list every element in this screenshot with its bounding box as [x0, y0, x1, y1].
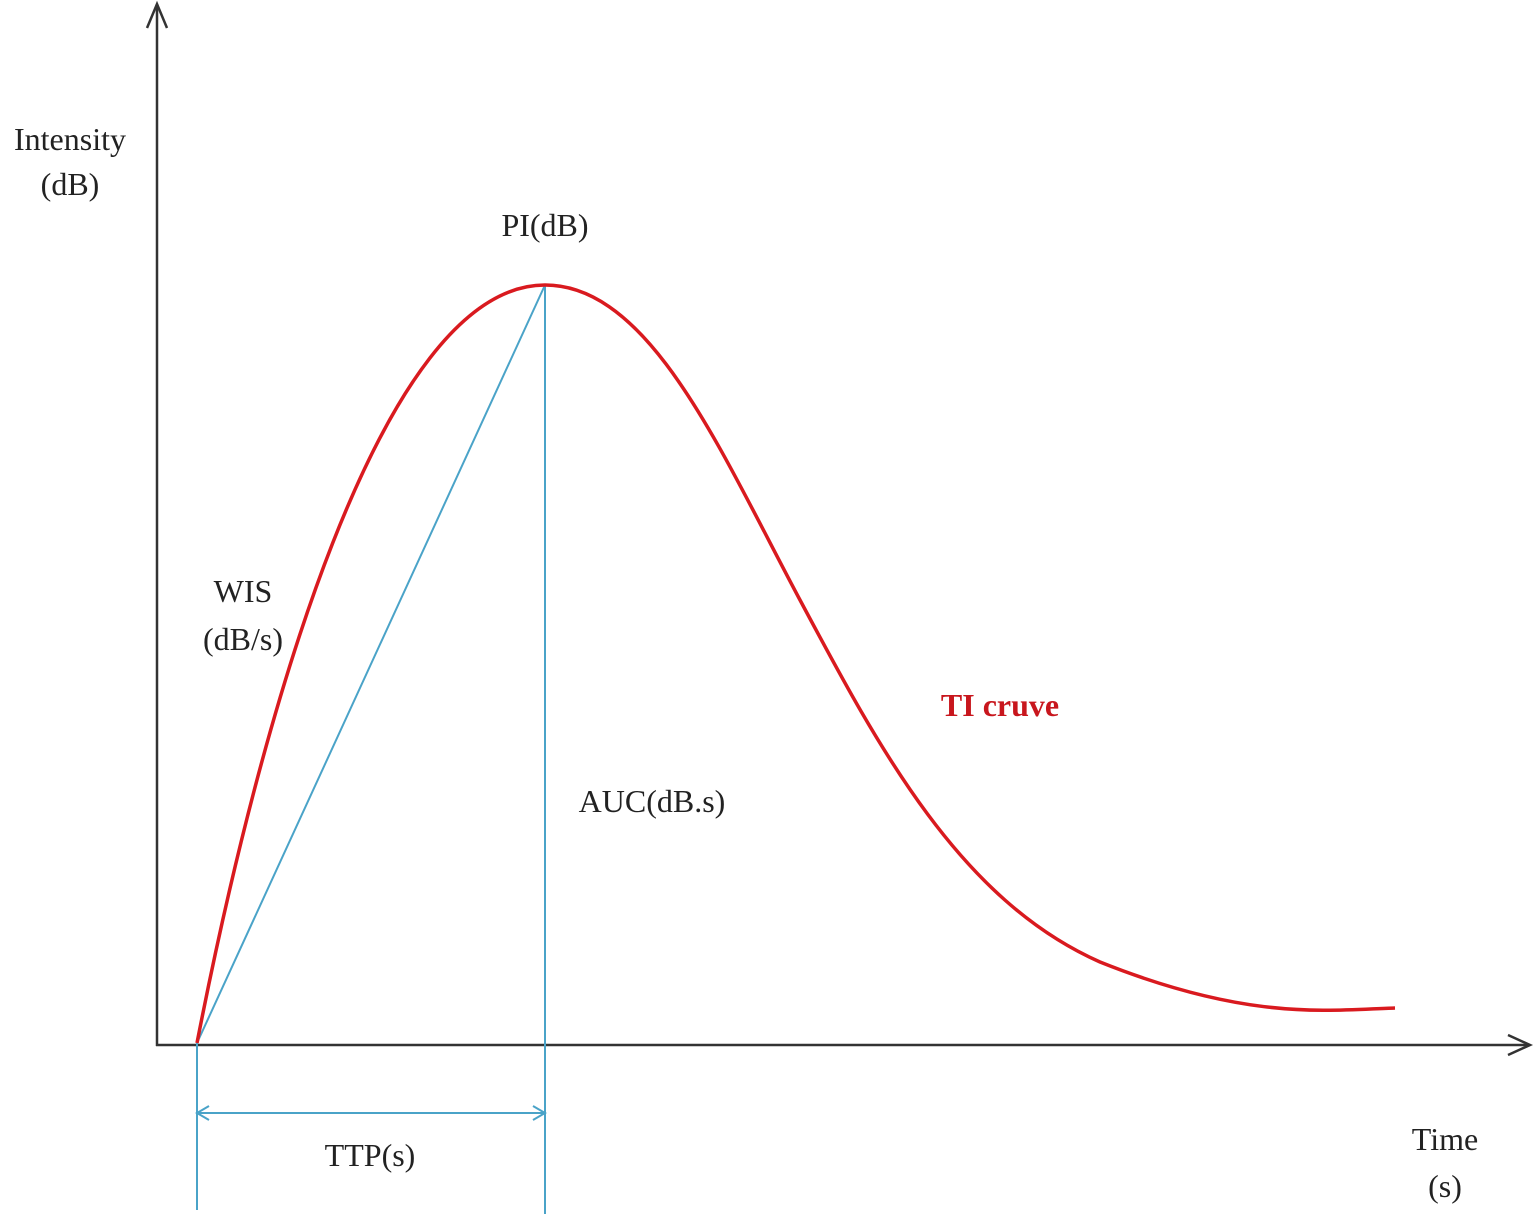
x-axis-arrow [1507, 1033, 1534, 1057]
y-axis-unit: (dB) [41, 166, 100, 202]
ttp-arrowhead [195, 1105, 210, 1121]
curve-label: TI cruve [941, 687, 1059, 723]
x-axis-unit: (s) [1428, 1168, 1462, 1204]
wis-unit: (dB/s) [203, 621, 283, 657]
ttp-label: TTP(s) [325, 1137, 416, 1173]
ti-curve [195, 283, 1396, 1044]
auc-label: AUC(dB.s) [579, 783, 726, 819]
ttp-arrowhead [532, 1105, 547, 1121]
wis-line [196, 284, 546, 1044]
y-axis-arrow [145, 0, 169, 29]
x-axis-label: Time [1412, 1121, 1478, 1157]
y-axis-label: Intensity [14, 121, 126, 157]
wis-label: WIS [214, 573, 273, 609]
pi-label: PI(dB) [501, 207, 588, 243]
